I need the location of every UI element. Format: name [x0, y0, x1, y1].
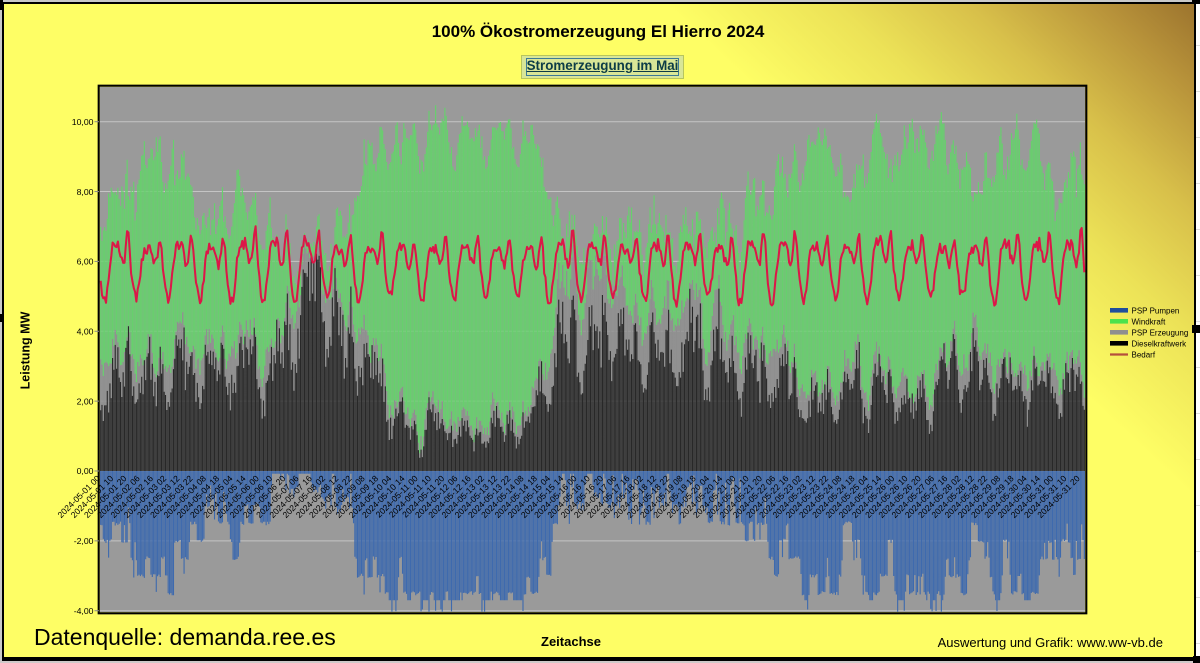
- svg-text:8,00: 8,00: [77, 187, 94, 197]
- svg-text:-2,00: -2,00: [74, 536, 94, 546]
- svg-text:0,00: 0,00: [77, 466, 94, 476]
- svg-text:-4,00: -4,00: [74, 606, 94, 616]
- svg-text:2,00: 2,00: [77, 396, 94, 406]
- svg-text:Bedarf: Bedarf: [1132, 351, 1156, 360]
- svg-text:Windkraft: Windkraft: [1132, 318, 1167, 327]
- svg-text:PSP Erzeugung: PSP Erzeugung: [1132, 329, 1189, 338]
- svg-text:Dieselkraftwerk: Dieselkraftwerk: [1132, 340, 1188, 349]
- svg-text:6,00: 6,00: [77, 257, 94, 267]
- svg-text:PSP Pumpen: PSP Pumpen: [1132, 307, 1180, 316]
- svg-text:10,00: 10,00: [72, 117, 94, 127]
- svg-text:4,00: 4,00: [77, 327, 94, 337]
